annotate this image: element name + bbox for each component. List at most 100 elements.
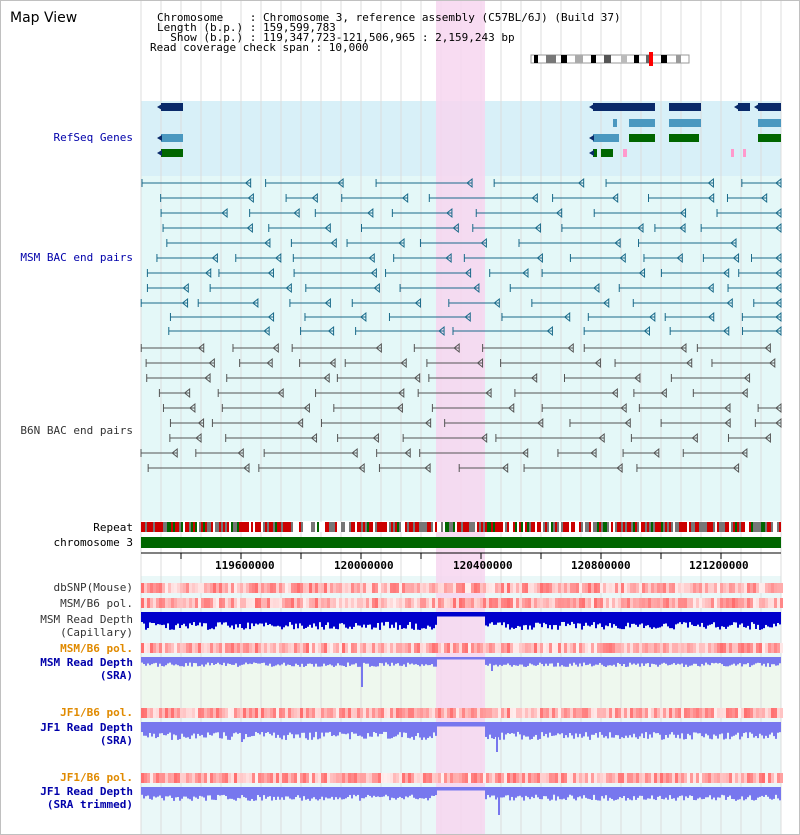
repeat-block	[465, 522, 467, 532]
jf1-depth-sra	[759, 722, 761, 734]
jf1-depth-sra	[649, 722, 651, 735]
jf1-depth-sra	[593, 722, 595, 735]
msm-b6-pol-heat	[570, 643, 573, 653]
msm-b6-pol-heat	[543, 598, 546, 608]
jf1-b6-pol-heat	[177, 773, 180, 783]
jf1-depth-sra	[441, 722, 443, 727]
jf1-b6-pol-heat	[759, 773, 762, 783]
jf1-b6-pol-heat	[513, 708, 516, 718]
msm-b6-pol-heat	[231, 643, 234, 653]
dbsnp-heat	[564, 583, 567, 593]
jf1-depth-sra	[523, 722, 525, 736]
repeat-block	[171, 522, 173, 532]
dbsnp-heat	[396, 583, 399, 593]
jf1-depth-sra	[325, 722, 327, 733]
msm-depth-sra	[397, 657, 399, 664]
msm-depth-capillary	[505, 612, 507, 628]
jf1-depth-trimmed	[695, 787, 697, 801]
track-label-msm-b6-pol-2[interactable]: MSM/B6 pol.	[60, 642, 133, 655]
msm-depth-capillary	[421, 612, 423, 629]
dbsnp-heat	[144, 583, 147, 593]
repeat-block	[595, 522, 597, 532]
msm-b6-pol-heat	[591, 598, 594, 608]
repeat-block	[277, 522, 279, 532]
jf1-depth-sra	[605, 722, 607, 737]
jf1-b6-pol-heat	[720, 773, 723, 783]
msm-b6-pol-heat	[330, 643, 333, 653]
repeat-block	[685, 522, 687, 532]
msm-depth-sra	[299, 657, 301, 667]
jf1-b6-pol-heat	[225, 708, 228, 718]
jf1-depth-sra	[693, 722, 695, 733]
jf1-b6-pol-heat	[366, 773, 369, 783]
jf1-depth-sra	[161, 722, 163, 734]
repeat-block	[417, 522, 419, 532]
jf1-depth-trimmed	[295, 787, 297, 798]
msm-b6-pol-heat	[228, 598, 231, 608]
track-label-msm-depth-capillary[interactable]: MSM Read Depth	[40, 613, 133, 626]
track-label-repeat[interactable]: Repeat	[93, 521, 133, 534]
jf1-b6-pol-heat	[240, 773, 243, 783]
repeat-block	[391, 522, 393, 532]
jf1-b6-pol-heat	[162, 773, 165, 783]
track-label-chromosome[interactable]: chromosome 3	[53, 536, 133, 549]
track-label-msm-bac[interactable]: MSM BAC end pairs	[20, 251, 133, 264]
jf1-depth-trimmed	[607, 787, 609, 801]
jf1-b6-pol-heat	[603, 708, 606, 718]
msm-b6-pol-heat	[408, 598, 411, 608]
jf1-depth-trimmed	[277, 787, 279, 797]
jf1-depth-sra	[365, 722, 367, 739]
jf1-depth-sra	[509, 722, 511, 734]
refseq-gene	[629, 134, 655, 142]
jf1-b6-pol-heat	[681, 708, 684, 718]
msm-b6-pol-heat	[264, 643, 267, 653]
track-label-b6n-bac[interactable]: B6N BAC end pairs	[20, 424, 133, 437]
dbsnp-heat	[327, 583, 330, 593]
jf1-depth-trimmed	[361, 787, 363, 799]
jf1-depth-sra	[217, 722, 219, 733]
track-label-refseq[interactable]: RefSeq Genes	[53, 131, 133, 144]
track-label-jf1-depth-trimmed[interactable]: JF1 Read Depth	[40, 785, 133, 798]
jf1-depth-sra	[735, 722, 737, 735]
repeat-block	[151, 522, 153, 532]
jf1-depth-trimmed	[699, 787, 701, 798]
track-label-msm-b6-pol[interactable]: MSM/B6 pol.	[60, 597, 133, 610]
jf1-b6-pol-heat	[465, 773, 468, 783]
dbsnp-heat	[147, 583, 150, 593]
jf1-b6-pol-heat	[381, 708, 384, 718]
jf1-depth-sra	[201, 722, 203, 735]
msm-depth-sra	[527, 657, 529, 666]
msm-depth-capillary	[373, 612, 375, 628]
jf1-depth-trimmed	[173, 787, 175, 801]
jf1-b6-pol-heat	[468, 708, 471, 718]
repeat-block	[231, 522, 233, 532]
dbsnp-heat	[702, 583, 705, 593]
jf1-depth-trimmed	[641, 787, 643, 796]
jf1-depth-trimmed	[421, 787, 423, 799]
track-label-jf1-depth-sra[interactable]: JF1 Read Depth	[40, 721, 133, 734]
dbsnp-heat	[246, 583, 249, 593]
msm-bac-end-arrow	[707, 177, 714, 189]
dbsnp-heat	[777, 583, 780, 593]
track-label-jf1-b6-pol[interactable]: JF1/B6 pol.	[60, 706, 133, 719]
track-label-dbsnp[interactable]: dbSNP(Mouse)	[53, 581, 133, 594]
msm-b6-pol-heat	[519, 643, 522, 653]
jf1-depth-trimmed	[419, 787, 421, 799]
track-label-msm-depth-sra[interactable]: MSM Read Depth	[40, 656, 133, 669]
jf1-b6-pol-heat	[501, 708, 504, 718]
jf1-depth-sra	[609, 722, 611, 733]
repeat-block	[409, 522, 411, 532]
dbsnp-heat	[207, 583, 210, 593]
msm-bac-end-arrow	[722, 267, 730, 279]
jf1-depth-sra	[167, 722, 169, 734]
jf1-b6-pol-heat	[600, 773, 603, 783]
jf1-b6-pol-heat	[216, 773, 219, 783]
track-label-jf1-b6-pol-2[interactable]: JF1/B6 pol.	[60, 771, 133, 784]
refseq-gene	[161, 149, 183, 157]
msm-b6-pol-heat	[645, 643, 648, 653]
msm-depth-sra	[697, 657, 699, 666]
msm-depth-sra	[627, 657, 629, 667]
jf1-b6-pol-heat	[399, 773, 402, 783]
jf1-depth-sra	[265, 722, 267, 733]
